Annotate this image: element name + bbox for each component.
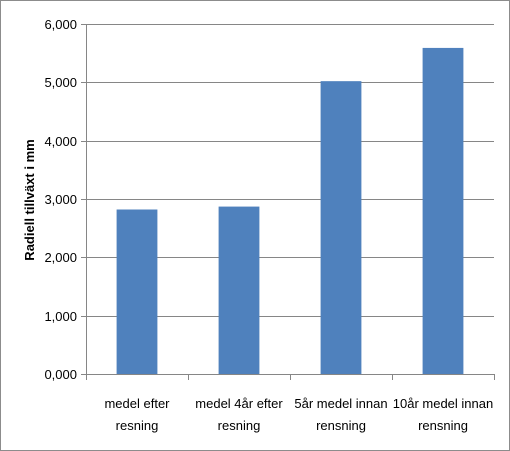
- y-tick-label: 1,000: [44, 309, 77, 324]
- y-tick-label: 2,000: [44, 250, 77, 265]
- x-category-label: 10år medel innan rensning: [393, 396, 493, 433]
- y-axis-title: Radiell tillväxt i mm: [22, 139, 37, 260]
- bar: [116, 209, 158, 374]
- y-tick-label: 6,000: [44, 17, 77, 32]
- y-tick-label: 0,000: [44, 367, 77, 382]
- y-tick-labels: 0,000 1,000 2,000 3,000 4,000 5,000 6,000: [44, 17, 77, 382]
- x-category-label: medel efter resning: [104, 396, 170, 433]
- x-category-label: 5år medel innan rensning: [294, 396, 387, 433]
- y-tick-label: 3,000: [44, 192, 77, 207]
- x-category-labels: medel efter resning medel 4år efter resning…: [104, 396, 493, 433]
- x-category-label: medel 4år efter resning: [195, 396, 283, 433]
- axes: [81, 24, 495, 380]
- y-tick-label: 5,000: [44, 75, 77, 90]
- bar: [422, 47, 464, 375]
- bars: [116, 47, 464, 375]
- bar: [218, 206, 260, 374]
- bar: [320, 81, 362, 375]
- y-tick-label: 4,000: [44, 134, 77, 149]
